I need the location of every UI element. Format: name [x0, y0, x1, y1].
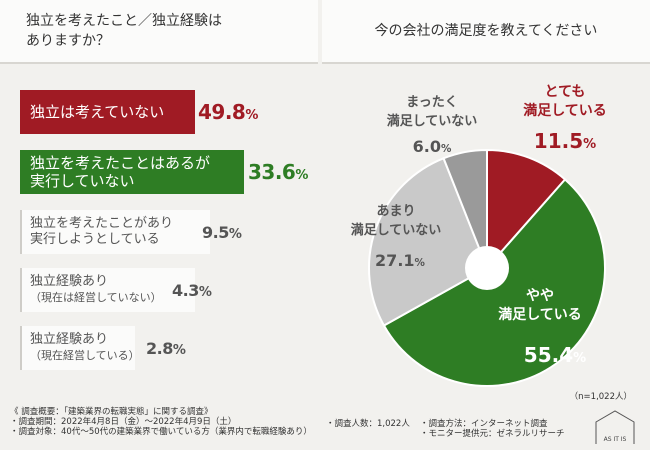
- pie-label: 満足している: [523, 102, 607, 119]
- survey-count: ・調査人数：1,022人: [326, 419, 410, 429]
- as-it-is-logo: AS IT IS: [595, 410, 635, 444]
- pie-center-hole: [465, 246, 509, 290]
- sample-size-note: （n=1,022人）: [569, 392, 632, 402]
- bar-label-text: 独立経験あり: [30, 332, 109, 347]
- bar-value-percent: %: [295, 168, 308, 183]
- bar-label-text: 独立は考えていない: [30, 103, 165, 121]
- pie-value-label: 6.0%: [413, 137, 452, 156]
- bar-label: 独立を考えたことはあるが 実行していない: [20, 154, 210, 190]
- bar-value-number: 2.8: [146, 338, 173, 358]
- bar-row: 独立経験あり （現在は経営していない） 4.3%: [20, 268, 320, 312]
- right-header: 今の会社の満足度を教えてください: [322, 0, 650, 62]
- logo-text: AS IT IS: [604, 436, 627, 443]
- pie-value-label: 55.4%: [524, 343, 586, 367]
- pie-slice: [486, 148, 567, 271]
- pie-value-label: 11.5%: [534, 129, 596, 153]
- bar-frame: [20, 268, 195, 312]
- survey-overview: 《 調査概要：「建築業界の転職実態」に関する調査》 ・調査期間：2022年4月8…: [10, 407, 312, 437]
- left-header: 独立を考えたこと／独立経験は ありますか？: [0, 0, 318, 62]
- bar-row: 独立を考えたことはあるが 実行していない 33.6%: [20, 150, 320, 194]
- bar-value: 4.3%: [172, 280, 212, 300]
- bar-label: 独立は考えていない: [20, 103, 164, 121]
- bar-row: 独立を考えたことがあり 実行しようとしている 9.5%: [20, 210, 320, 254]
- bar-value-percent: %: [245, 108, 258, 123]
- bar-row: 独立は考えていない 49.8%: [20, 90, 320, 134]
- pie-slice: [368, 156, 489, 327]
- bar-label-text: 独立を考えたことがあり 実行しようとしている: [30, 216, 174, 247]
- bar-label-text: 独立経験あり: [30, 274, 109, 289]
- pie-label: とても: [545, 84, 586, 100]
- survey-target: ・調査対象：40代〜50代の建築業界で働いている方（業界内で転職経験あり）: [10, 427, 312, 437]
- bar-value-number: 33.6: [248, 160, 296, 184]
- bar-value: 9.5%: [202, 222, 242, 242]
- pie-label: 満足している: [498, 306, 582, 323]
- survey-heading: 《 調査概要：「建築業界の転職実態」に関する調査》: [10, 407, 213, 417]
- survey-period: ・調査期間：2022年4月8日（金）〜2022年4月9日（土）: [10, 417, 237, 427]
- pie-label: まったく: [406, 95, 457, 110]
- bar-value-percent: %: [228, 226, 242, 242]
- survey-provider: ・モニター提供元：ゼネラルリサーチ: [420, 429, 565, 439]
- bar-value-number: 49.8: [198, 100, 246, 124]
- bar-row: 独立経験あり （現在経営している） 2.8%: [20, 326, 320, 370]
- bar-value: 2.8%: [146, 338, 186, 358]
- pie-label: やや: [526, 288, 554, 304]
- bar-value: 33.6%: [248, 160, 308, 184]
- bar-value-percent: %: [198, 284, 212, 300]
- bar-frame: [20, 326, 135, 370]
- pie-value-label: 27.1%: [375, 251, 425, 270]
- bar-value-number: 4.3: [172, 280, 199, 300]
- bar-value: 49.8%: [198, 100, 258, 124]
- bar-value-percent: %: [172, 342, 186, 358]
- survey-method-block: ・調査方法：インターネット調査 ・モニター提供元：ゼネラルリサーチ: [420, 419, 565, 439]
- pie-label: あまり: [376, 204, 415, 219]
- bar-value-number: 9.5: [202, 222, 229, 242]
- left-title: 独立を考えたこと／独立経験は ありますか？: [26, 13, 222, 49]
- right-header-divider: [322, 62, 650, 64]
- bar-label: 独立経験あり （現在は経営していない）: [20, 274, 162, 306]
- bar-frame: [20, 210, 210, 254]
- bar-highlight: [20, 150, 244, 194]
- pie-label: 満足していない: [351, 222, 442, 238]
- bar-sublabel: （現在経営している）: [30, 349, 140, 362]
- pie-label: 満足していない: [387, 113, 478, 129]
- pie-slice: [442, 148, 488, 269]
- bar-label: 独立を考えたことがあり 実行しようとしている: [20, 216, 173, 248]
- bar-label-text: 独立を考えたことはあるが 実行していない: [30, 154, 211, 190]
- bar-label: 独立経験あり （現在経営している）: [20, 332, 140, 364]
- bar-sublabel: （現在は経営していない）: [30, 291, 162, 304]
- bar-highlight: [20, 90, 195, 134]
- right-title: 今の会社の満足度を教えてください: [374, 23, 598, 39]
- left-header-divider: [0, 62, 318, 64]
- survey-method: ・調査方法：インターネット調査: [420, 419, 548, 429]
